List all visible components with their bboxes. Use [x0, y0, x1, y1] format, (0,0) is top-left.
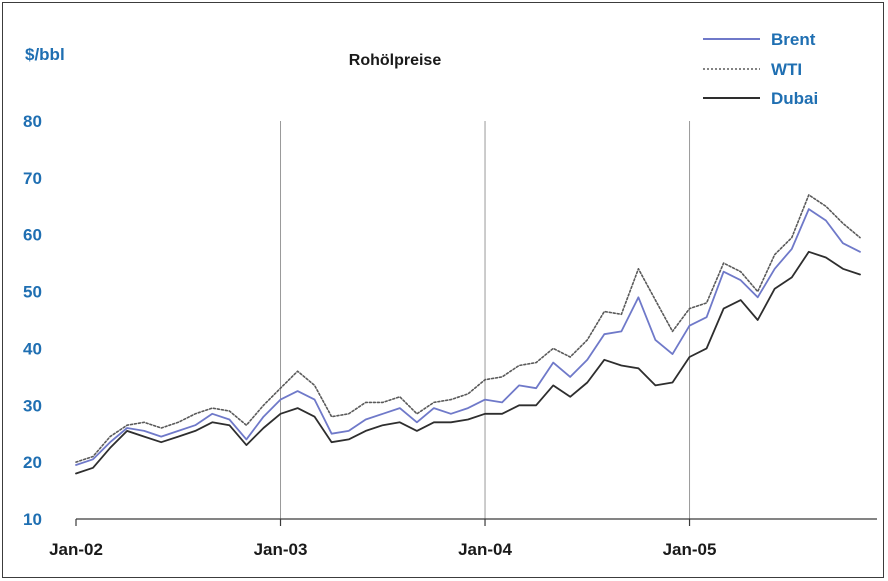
legend-label-brent: Brent — [771, 30, 816, 49]
x-tick-label-jan-03: Jan-03 — [254, 540, 308, 559]
y-tick-label-60: 60 — [23, 226, 42, 245]
y-tick-label-80: 80 — [23, 112, 42, 131]
y-axis-label: $/bbl — [25, 45, 65, 64]
chart-title: Rohölpreise — [349, 52, 442, 69]
legend-label-wti: WTI — [771, 60, 802, 79]
series-line-brent — [75, 208, 861, 466]
axes — [75, 518, 877, 526]
x-tick-label-jan-02: Jan-02 — [49, 540, 103, 559]
grid-lines — [280, 121, 691, 519]
x-tick-label-jan-04: Jan-04 — [458, 540, 512, 559]
line-chart: $/bbl Rohölpreise 80 70 60 50 40 30 20 10 Jan-0… — [23, 30, 877, 559]
x-tick-label-jan-05: Jan-05 — [663, 540, 717, 559]
legend: Brent WTI Dubai — [703, 30, 818, 108]
y-tick-label-10: 10 — [23, 510, 42, 529]
y-tick-label-20: 20 — [23, 453, 42, 472]
x-tick-labels: Jan-02 Jan-03 Jan-04 Jan-05 — [49, 540, 716, 559]
y-tick-label-50: 50 — [23, 283, 42, 302]
y-tick-label-30: 30 — [23, 396, 42, 415]
series-line-dubai — [75, 250, 861, 475]
y-tick-label-40: 40 — [23, 339, 42, 358]
legend-label-dubai: Dubai — [771, 89, 818, 108]
y-tick-labels: 80 70 60 50 40 30 20 10 — [23, 112, 42, 529]
series-lines — [75, 194, 861, 475]
y-tick-label-70: 70 — [23, 169, 42, 188]
series-line-wti — [75, 194, 861, 463]
